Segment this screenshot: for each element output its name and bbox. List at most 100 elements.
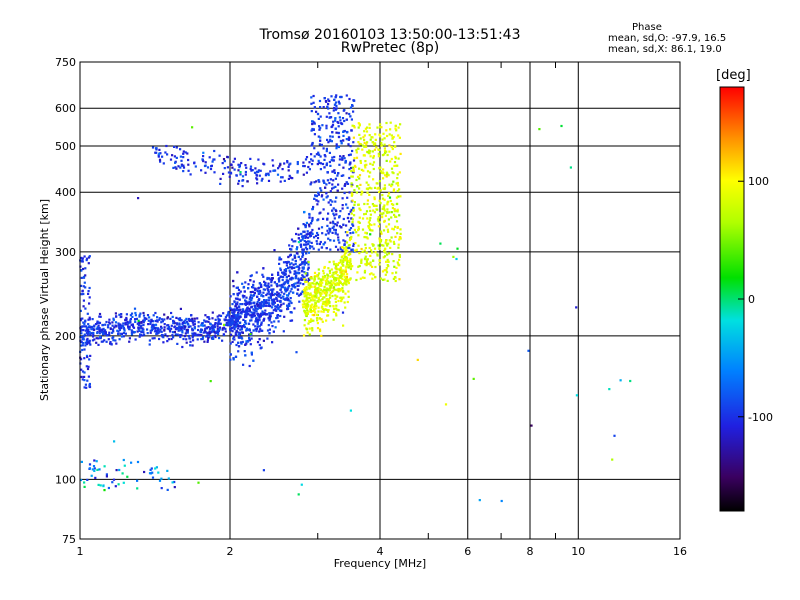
data-point xyxy=(344,269,347,272)
data-point xyxy=(297,237,300,240)
data-point xyxy=(105,475,108,478)
data-point xyxy=(302,334,306,337)
data-point xyxy=(268,317,272,320)
data-point xyxy=(297,294,300,297)
data-point xyxy=(317,179,320,182)
data-point xyxy=(182,337,185,341)
data-point xyxy=(366,202,369,206)
data-point xyxy=(339,261,342,264)
data-point xyxy=(192,323,195,326)
data-point xyxy=(319,187,322,190)
data-point xyxy=(353,228,356,231)
data-point xyxy=(346,216,350,220)
data-point xyxy=(333,307,336,310)
data-point xyxy=(279,163,282,166)
data-point xyxy=(109,341,112,344)
data-point xyxy=(85,386,88,389)
data-point xyxy=(248,307,251,310)
data-point xyxy=(239,328,242,331)
data-point xyxy=(382,177,385,180)
data-point xyxy=(337,290,340,293)
data-point xyxy=(308,333,311,336)
data-point xyxy=(320,279,323,282)
data-point xyxy=(121,324,124,328)
data-point xyxy=(130,329,133,332)
data-point xyxy=(267,296,270,299)
data-point xyxy=(383,184,386,187)
data-point xyxy=(97,483,100,486)
data-point xyxy=(364,127,367,130)
data-point xyxy=(146,314,150,317)
data-point xyxy=(363,145,366,148)
data-point xyxy=(379,123,382,126)
data-point xyxy=(205,320,208,323)
data-point xyxy=(287,299,291,302)
data-point xyxy=(108,318,111,321)
data-point xyxy=(309,183,312,186)
data-point xyxy=(312,94,315,98)
data-point xyxy=(99,335,102,338)
data-point xyxy=(271,290,274,293)
data-point xyxy=(382,168,385,171)
data-point xyxy=(331,274,334,277)
data-point xyxy=(346,246,349,250)
data-point xyxy=(320,226,324,229)
data-point xyxy=(395,196,398,199)
data-point xyxy=(388,211,391,214)
data-point xyxy=(337,309,340,312)
data-point xyxy=(200,338,203,341)
data-point xyxy=(392,188,396,191)
data-point xyxy=(204,161,207,164)
data-point xyxy=(333,171,336,174)
data-point xyxy=(365,260,368,263)
data-point xyxy=(378,238,381,241)
data-point xyxy=(313,106,316,109)
data-point xyxy=(327,280,330,283)
data-point xyxy=(182,324,185,328)
data-point xyxy=(154,147,158,150)
data-point xyxy=(309,277,312,280)
data-point xyxy=(391,136,394,140)
data-point xyxy=(90,328,93,331)
data-point xyxy=(125,316,128,320)
data-point xyxy=(179,307,182,310)
data-point xyxy=(224,327,227,331)
data-point xyxy=(103,465,106,468)
data-point xyxy=(186,322,190,325)
data-point xyxy=(319,136,322,139)
data-point xyxy=(335,268,338,271)
data-point xyxy=(247,313,250,316)
data-point xyxy=(278,309,282,312)
data-point xyxy=(310,277,313,280)
data-point xyxy=(383,209,386,212)
data-point xyxy=(130,333,134,336)
data-point xyxy=(379,230,383,233)
data-point xyxy=(363,271,366,274)
y-tick-label: 400 xyxy=(55,186,76,199)
data-point xyxy=(87,365,90,368)
data-point xyxy=(304,225,307,229)
data-point xyxy=(306,230,309,233)
data-point xyxy=(142,331,145,334)
data-point xyxy=(317,277,320,280)
data-point xyxy=(289,297,292,300)
data-point xyxy=(328,99,331,103)
data-point xyxy=(346,196,349,199)
data-point xyxy=(328,160,331,164)
data-point xyxy=(338,275,342,278)
data-point xyxy=(335,131,338,134)
data-point xyxy=(317,287,320,290)
data-point xyxy=(345,283,348,286)
data-point xyxy=(79,344,83,347)
data-point xyxy=(296,171,299,174)
data-point xyxy=(313,276,316,279)
data-point xyxy=(283,269,286,272)
data-point xyxy=(363,202,366,206)
data-point xyxy=(80,368,83,371)
data-point xyxy=(297,278,300,281)
data-point xyxy=(575,306,578,309)
data-point xyxy=(268,315,271,318)
data-point xyxy=(387,200,390,203)
data-point xyxy=(245,314,248,317)
data-point xyxy=(261,273,264,276)
